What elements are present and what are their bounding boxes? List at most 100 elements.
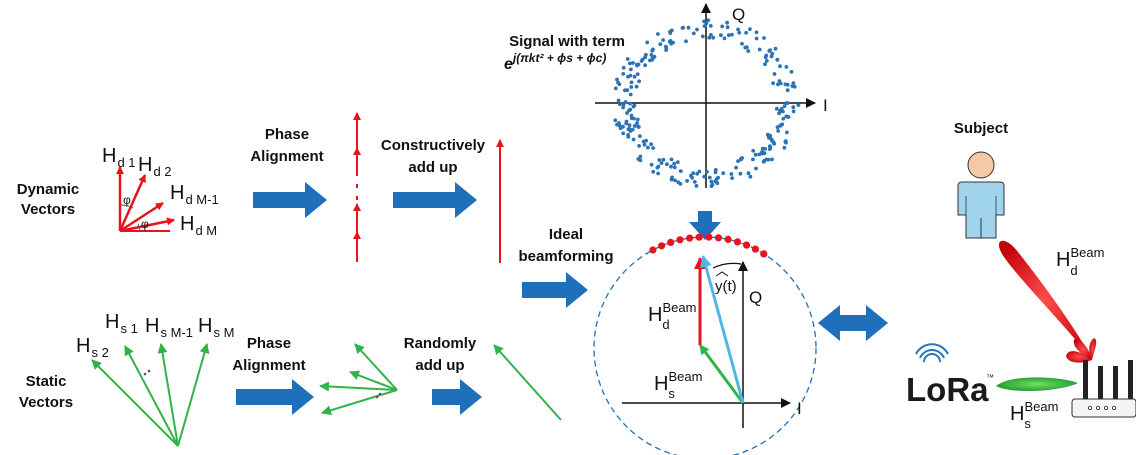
scatter-point — [642, 142, 647, 147]
scatter-point — [768, 145, 773, 150]
red-dot — [714, 234, 723, 242]
svg-text:™: ™ — [986, 373, 994, 382]
scatter-point — [771, 81, 775, 86]
scatter-point — [738, 171, 743, 176]
scatter-point — [631, 104, 636, 109]
label-hd2: Hd 2 — [138, 154, 172, 179]
scatter-point — [748, 27, 752, 31]
scatter-point — [736, 27, 740, 32]
scatter-point — [685, 179, 689, 183]
scatter-point — [635, 62, 639, 67]
scatter-point — [680, 26, 685, 30]
scatter-point — [634, 84, 639, 89]
scatter-point — [657, 158, 662, 162]
scatter-point — [617, 102, 622, 107]
scatter-point — [783, 139, 788, 144]
static-title-line2: Vectors — [19, 394, 73, 411]
scatter-point — [673, 178, 677, 183]
scatter-point — [669, 157, 674, 162]
scatter-point — [784, 101, 789, 105]
scatter-point — [785, 88, 790, 93]
scatter-point — [785, 114, 790, 119]
scatter-point — [740, 41, 744, 46]
scatter-point — [716, 175, 720, 180]
red-dot — [724, 235, 732, 243]
scatter-point — [616, 98, 621, 103]
scatter-point — [691, 171, 696, 176]
scatter-point — [730, 176, 734, 181]
scatter-point — [770, 157, 774, 162]
scatter-point — [626, 74, 630, 79]
scatter-point — [678, 169, 683, 174]
scatter-point — [623, 100, 628, 104]
scatter-point — [613, 118, 618, 123]
scatter-point — [656, 32, 660, 36]
phasor-circle — [593, 236, 817, 455]
label-hsm-1: Hs M-1 — [145, 315, 193, 340]
scatter-point — [621, 72, 626, 76]
red-dot — [676, 236, 684, 244]
phasor-resultant-vector — [700, 255, 745, 404]
scatter-point — [638, 158, 643, 163]
scatter-point — [651, 146, 655, 150]
scatter-point — [686, 25, 691, 30]
static-phase-line1: Phase — [247, 335, 291, 352]
scatter-point — [762, 158, 767, 163]
scatter-point — [628, 101, 633, 106]
scatter-point — [702, 19, 706, 24]
scatter-point — [669, 164, 673, 169]
scatter-point — [625, 57, 630, 61]
scatter-point — [616, 80, 620, 85]
dynamic-title-line1: Dynamic — [17, 181, 80, 198]
subject-label: Subject — [954, 120, 1008, 137]
scatter-point — [702, 24, 707, 28]
dynamic-phase-line1: Phase — [265, 126, 309, 143]
scatter-point — [621, 105, 625, 110]
scatter-point — [629, 85, 634, 89]
scatter-point — [626, 134, 631, 139]
scatter-point — [709, 179, 714, 184]
scatter-point — [791, 81, 796, 85]
scatter-point — [664, 44, 668, 49]
scatter-point — [746, 49, 751, 53]
scatter-point — [754, 30, 759, 35]
scatter-point — [636, 124, 641, 129]
scatter-point — [785, 82, 790, 87]
scatter-point — [626, 127, 631, 132]
scatter-point — [627, 108, 631, 113]
scatter-point — [753, 152, 758, 157]
scatter-point — [737, 30, 742, 35]
scatter-point — [655, 165, 660, 170]
scatter-point — [709, 184, 714, 189]
scatter-point — [629, 116, 634, 120]
scatter-point — [772, 141, 777, 146]
scatter-point — [618, 126, 623, 131]
scatter-point — [709, 33, 713, 37]
scatter-point — [775, 125, 780, 130]
router-icon — [1071, 360, 1136, 418]
scatter-point — [773, 46, 778, 51]
scatter-point — [763, 62, 767, 67]
dynamic-phase-line2: Alignment — [250, 148, 323, 165]
double-arrow — [818, 305, 888, 341]
scatter-point — [767, 49, 772, 53]
scatter-point — [648, 58, 652, 63]
scatter-point — [778, 64, 782, 69]
scatter-point — [695, 27, 699, 32]
scatter-point — [772, 72, 777, 76]
scatter-point — [664, 48, 668, 52]
svg-text:LoRa: LoRa — [906, 371, 989, 408]
scatter-point — [678, 182, 683, 186]
constructive-line2: add up — [408, 159, 457, 176]
scatter-point — [708, 24, 713, 28]
scatter-point — [615, 77, 619, 82]
arrow-ideal — [522, 272, 588, 308]
scatter-point — [736, 159, 740, 164]
scatter-point — [621, 102, 626, 107]
scatter-point — [672, 161, 676, 166]
red-beam-lobe — [998, 240, 1097, 363]
scatter-point — [695, 171, 700, 176]
static-aligned-vectors — [319, 343, 398, 416]
dynamic-vector-m — [119, 217, 175, 233]
